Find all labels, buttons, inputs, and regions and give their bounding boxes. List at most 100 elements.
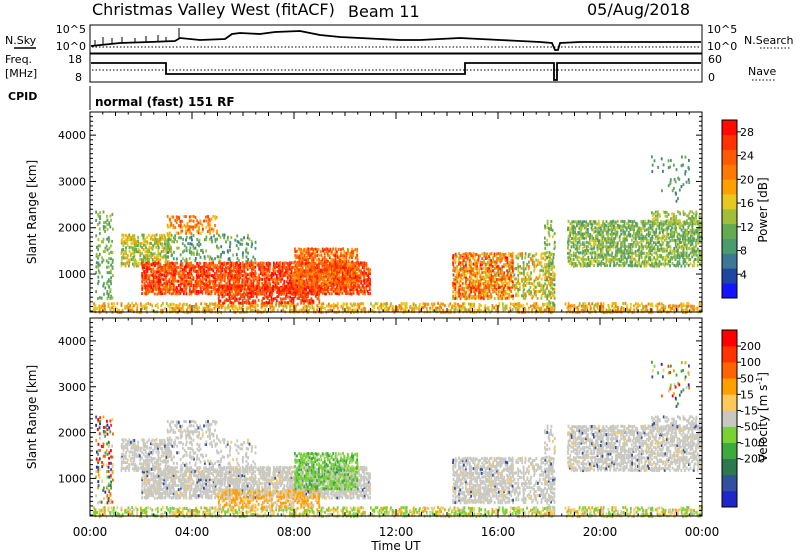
- range-cell: [235, 290, 238, 294]
- range-cell: [164, 285, 167, 289]
- range-cell: [304, 270, 306, 274]
- range-cell: [294, 280, 296, 284]
- range-cell: [272, 297, 275, 301]
- range-cell: [280, 287, 282, 291]
- range-cell: [314, 284, 317, 288]
- range-cell: [369, 282, 371, 286]
- range-cell: [301, 262, 304, 266]
- range-cell: [336, 304, 339, 308]
- range-cell: [349, 306, 351, 310]
- range-cell: [305, 264, 307, 268]
- range-cell: [594, 259, 597, 263]
- range-cell: [316, 304, 319, 308]
- range-cell: [162, 237, 165, 241]
- range-cell: [351, 260, 354, 264]
- range-cell: [243, 301, 246, 304]
- range-cell: [236, 293, 239, 297]
- range-cell: [640, 308, 643, 312]
- range-cell: [112, 227, 114, 231]
- range-cell: [517, 294, 520, 298]
- range-cell: [604, 228, 607, 232]
- range-cell: [106, 223, 109, 227]
- range-cell: [312, 270, 315, 274]
- range-cell: [312, 286, 315, 290]
- range-cell: [455, 296, 458, 300]
- range-cell: [521, 279, 524, 283]
- range-cell: [190, 219, 193, 223]
- range-cell: [336, 268, 339, 272]
- range-cell: [331, 304, 333, 308]
- range-cell: [266, 289, 269, 293]
- range-cell: [596, 264, 599, 268]
- range-cell: [188, 257, 191, 261]
- range-cell: [528, 288, 531, 292]
- range-cell: [274, 266, 276, 270]
- range-cell: [536, 281, 539, 285]
- range-cell: [233, 267, 235, 271]
- range-cell: [294, 309, 297, 312]
- range-cell: [484, 290, 487, 294]
- range-cell: [167, 265, 169, 269]
- range-cell: [186, 222, 189, 225]
- range-cell: [316, 308, 319, 312]
- range-cell: [572, 220, 575, 224]
- range-cell: [122, 233, 125, 237]
- range-cell: [347, 306, 350, 310]
- range-cell: [301, 289, 304, 293]
- range-cell: [224, 274, 227, 278]
- range-cell: [506, 256, 509, 260]
- range-cell: [345, 256, 348, 260]
- range-cell: [155, 240, 158, 244]
- range-cell: [296, 249, 298, 253]
- range-cell: [569, 233, 572, 237]
- range-cell: [272, 288, 275, 292]
- range-cell: [524, 294, 527, 298]
- range-cell: [109, 214, 112, 218]
- range-cell: [464, 292, 467, 296]
- range-cell: [126, 254, 129, 257]
- range-cell: [504, 292, 507, 296]
- range-cell: [547, 294, 550, 298]
- range-cell: [301, 274, 304, 278]
- range-cell: [227, 265, 229, 269]
- range-cell: [142, 258, 145, 262]
- range-cell: [278, 304, 280, 308]
- range-cell: [148, 247, 150, 251]
- range-cell: [275, 273, 278, 277]
- range-cell: [170, 287, 173, 291]
- range-cell: [173, 308, 175, 312]
- range-cell: [225, 281, 227, 285]
- range-cell: [190, 252, 193, 256]
- range-cell: [548, 289, 550, 293]
- range-cell: [101, 256, 103, 260]
- range-cell: [299, 294, 302, 298]
- range-cell: [199, 268, 202, 271]
- range-cell: [522, 263, 525, 267]
- range-cell: [497, 267, 500, 271]
- range-cell: [510, 252, 512, 256]
- range-cell: [126, 260, 129, 264]
- range-cell: [517, 273, 520, 277]
- range-cell: [225, 297, 228, 301]
- range-cell: [246, 265, 249, 269]
- range-cell: [444, 304, 446, 308]
- range-cell: [495, 280, 498, 284]
- range-cell: [544, 243, 547, 247]
- range-cell: [465, 267, 467, 271]
- range-cell: [598, 244, 600, 248]
- range-cell: [107, 304, 110, 308]
- range-cell: [298, 284, 301, 288]
- range-cell: [473, 302, 475, 306]
- range-cell: [164, 284, 167, 287]
- range-cell: [552, 256, 555, 260]
- range-cell: [269, 283, 271, 287]
- range-cell: [268, 278, 271, 282]
- range-cell: [148, 288, 151, 292]
- range-cell: [225, 266, 227, 270]
- range-cell: [344, 260, 346, 264]
- range-cell: [189, 276, 191, 280]
- range-cell: [243, 287, 246, 291]
- range-cell: [208, 257, 211, 261]
- range-cell: [463, 286, 465, 290]
- range-cell: [156, 292, 159, 296]
